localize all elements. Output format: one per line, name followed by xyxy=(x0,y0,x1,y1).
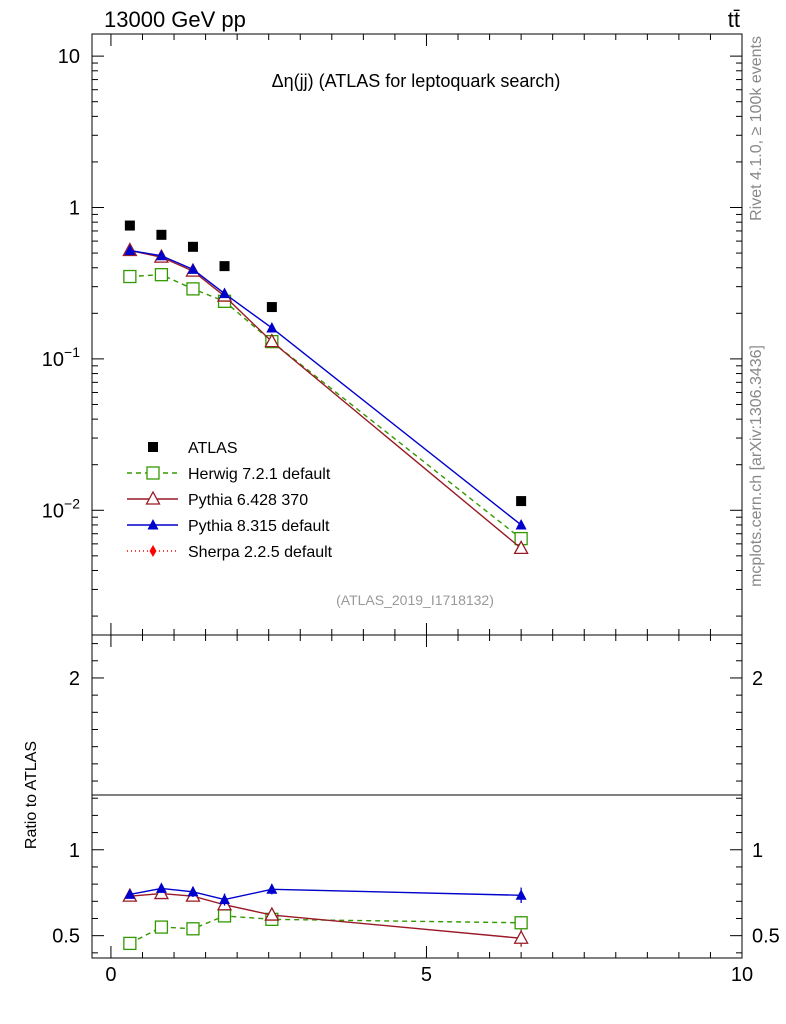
series-pythia xyxy=(124,244,527,906)
series-line xyxy=(129,273,522,540)
legend-label: ATLAS xyxy=(188,440,238,457)
data-point xyxy=(156,229,167,240)
analysis-id: (ATLAS_2019_I1718132) xyxy=(336,592,494,608)
data-point xyxy=(124,220,135,231)
x-tick-label: 10 xyxy=(731,964,753,986)
data-point xyxy=(266,883,278,894)
mcplots-label: mcplots.cern.ch [arXiv:1306.3436] xyxy=(748,345,765,587)
legend-entry: Herwig 7.2.1 default xyxy=(127,466,331,483)
process-label: tt̄ xyxy=(728,7,740,32)
x-tick-label: 0 xyxy=(105,964,116,986)
data-point xyxy=(155,882,167,893)
data-point xyxy=(154,268,169,282)
ratio-y-tick-label: 0.5 xyxy=(52,926,80,948)
legend-entry: Pythia 6.428 370 xyxy=(127,490,308,509)
legend: ATLAS Herwig 7.2.1 default Pythia 6.428 37… xyxy=(127,440,333,561)
legend-label: Pythia 6.428 370 xyxy=(188,492,308,509)
data-point xyxy=(219,287,231,299)
data-point xyxy=(124,888,136,899)
legend-label: Herwig 7.2.1 default xyxy=(188,466,331,483)
data-point xyxy=(187,885,199,897)
ratio-y-tick-label: 1 xyxy=(69,840,80,862)
legend-label: Sherpa 2.2.5 default xyxy=(188,544,333,561)
ratio-plot-frame xyxy=(91,634,743,959)
main-y-tick-label: 10−1 xyxy=(42,344,80,371)
data-point xyxy=(187,263,199,274)
data-point xyxy=(154,920,169,934)
data-point xyxy=(513,929,529,944)
ratio-y-tick-label: 0.5 xyxy=(752,926,780,948)
series-line xyxy=(129,249,522,549)
data-point xyxy=(123,936,137,951)
energy-label: 13000 GeV pp xyxy=(104,7,246,32)
ratio-y-tick-label: 2 xyxy=(69,668,80,690)
data-point xyxy=(145,490,161,505)
ratio-y-tick-label: 1 xyxy=(752,840,763,862)
data-point xyxy=(148,442,158,452)
data-point xyxy=(123,269,137,284)
data-point xyxy=(146,466,160,480)
rivet-label: Rivet 4.1.0, ≥ 100k events xyxy=(748,36,765,221)
data-point xyxy=(266,321,278,333)
plot-title: Δη(jj) (ATLAS for leptoquark search) xyxy=(272,71,561,91)
legend-entry: Sherpa 2.2.5 default xyxy=(127,544,333,561)
legend-entry: ATLAS xyxy=(148,440,238,457)
data-point xyxy=(187,241,198,252)
data-point xyxy=(266,302,277,313)
legend-entry: Pythia 8.315 default xyxy=(127,518,330,535)
data-point xyxy=(515,518,527,530)
data-point xyxy=(219,893,231,905)
data-point xyxy=(147,519,159,530)
data-point xyxy=(217,909,232,923)
legend-label: Pythia 8.315 default xyxy=(188,518,330,535)
ratio-line xyxy=(129,892,522,939)
data-point xyxy=(514,916,528,930)
data-point xyxy=(513,540,529,555)
data-point xyxy=(516,496,527,507)
data-series xyxy=(122,220,529,951)
data-point xyxy=(219,261,230,272)
data-point xyxy=(186,922,200,936)
main-y-tick-label: 1 xyxy=(69,198,80,220)
data-point xyxy=(264,906,280,921)
data-point xyxy=(124,244,136,255)
data-point xyxy=(155,249,167,261)
series-line xyxy=(129,249,522,526)
data-point xyxy=(515,889,527,900)
ratio-y-axis-label: Ratio to ATLAS xyxy=(23,741,40,849)
main-y-tick-label: 10−2 xyxy=(42,495,80,522)
data-point xyxy=(149,545,157,557)
ratio-y-tick-label: 2 xyxy=(752,668,763,690)
x-tick-label: 5 xyxy=(421,964,432,986)
data-point xyxy=(186,282,200,296)
data-point xyxy=(264,333,280,348)
series-atlas xyxy=(124,220,527,507)
main-y-tick-label: 10 xyxy=(58,46,80,68)
series-herwig xyxy=(123,268,528,951)
axis-tick-labels: 0 5 10 10 1 10−1 10−2 0.5 0.5 1 1 2 2 xyxy=(42,46,780,986)
ratio-line xyxy=(129,887,522,901)
axis-ticks xyxy=(92,34,743,958)
